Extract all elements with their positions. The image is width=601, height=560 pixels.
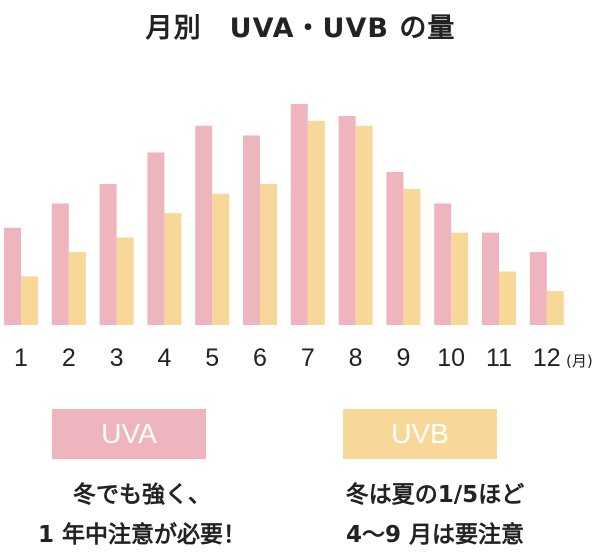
bar-uva-3 [99, 184, 117, 325]
uvb-note-line1: 冬は夏の1/5ほど [345, 482, 525, 508]
chart-title: 月別 UVA・UVB の量 [145, 13, 456, 44]
legend-uva: UVA [52, 409, 206, 459]
bar-uva-10 [434, 203, 452, 325]
bar-uva-7 [290, 103, 308, 326]
bar-uvb-5 [212, 193, 230, 325]
uvb-note: 冬は夏の1/5ほど 4〜9 月は要注意 [285, 475, 585, 555]
uva-note: 冬でも強く、 1 年中注意が必要！ [0, 475, 292, 555]
bar-uva-9 [386, 171, 404, 325]
bar-uvb-12 [546, 290, 564, 325]
bar-uva-1 [4, 227, 21, 325]
legend-uva-label: UVA [101, 418, 157, 449]
bar-uvb-11 [499, 271, 516, 325]
x-tick-label-8: 8 [349, 344, 363, 372]
bar-uvb-2 [68, 252, 86, 325]
bar-uvb-10 [451, 232, 469, 325]
x-tick-label-2: 2 [62, 344, 76, 372]
x-tick-label-4: 4 [157, 344, 171, 372]
bar-uvb-6 [260, 184, 277, 325]
legend-uvb-label: UVB [391, 418, 449, 449]
x-tick-label-11: 11 [486, 344, 512, 372]
bar-uva-2 [51, 203, 69, 325]
uva-note-line2: 1 年中注意が必要！ [37, 522, 246, 548]
uva-note-line1: 冬でも強く、 [73, 482, 211, 508]
bar-uvb-8 [355, 125, 373, 326]
legend-uvb: UVB [343, 409, 497, 459]
x-tick-label-12: 12 [533, 344, 561, 372]
bar-uva-8 [338, 116, 356, 326]
x-axis-unit-label: (月) [566, 352, 593, 370]
bar-uva-4 [147, 152, 165, 325]
x-tick-label-9: 9 [396, 344, 410, 372]
bar-uva-6 [243, 135, 260, 325]
bar-uva-5 [195, 125, 213, 326]
x-tick-label-6: 6 [253, 344, 267, 372]
bar-uvb-1 [21, 276, 38, 325]
bar-uva-12 [529, 252, 547, 325]
x-tick-label-10: 10 [437, 344, 465, 372]
bar-uvb-4 [164, 213, 182, 325]
bar-chart: 1 2 3 4 5 6 7 8 9 10 11 12 (月) [4, 103, 593, 372]
x-tick-label-5: 5 [205, 344, 219, 372]
bar-uvb-7 [307, 120, 325, 325]
bar-uvb-3 [116, 237, 134, 325]
x-tick-label-1: 1 [14, 344, 28, 372]
x-tick-label-3: 3 [110, 344, 124, 372]
bar-uva-11 [482, 232, 499, 325]
bar-uvb-9 [403, 188, 421, 325]
uvb-note-line2: 4〜9 月は要注意 [345, 522, 524, 548]
x-tick-label-7: 7 [301, 344, 315, 372]
